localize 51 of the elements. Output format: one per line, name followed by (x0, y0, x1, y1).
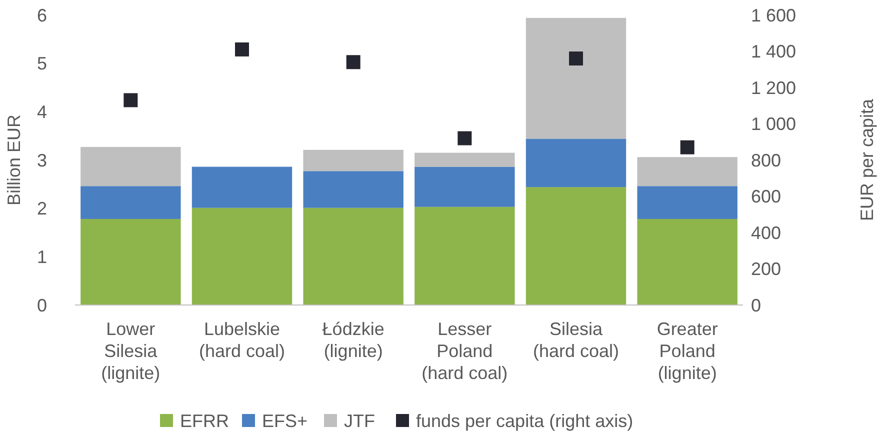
y2-tick-label: 200 (751, 259, 782, 280)
bar (526, 138, 626, 188)
bar (192, 208, 292, 305)
x-tick-label: Lesser Poland (hard coal) (422, 319, 508, 383)
bar (192, 166, 292, 208)
y2-axis-title: EUR per capita (857, 98, 877, 222)
bar (637, 186, 738, 219)
x-tick-label: Lubelskie (hard coal) (198, 319, 286, 361)
bar (526, 187, 626, 305)
legend-label: EFS+ (262, 411, 308, 431)
x-tick-label: Lower Silesia (lignite) (101, 319, 160, 383)
y2-tick-label: 1 200 (751, 78, 796, 98)
legend-label: EFRR (180, 411, 229, 431)
bar (414, 152, 515, 167)
x-tick-label: Greater Poland (lignite) (656, 319, 718, 383)
y2-tick-label: 800 (751, 150, 782, 170)
y2-tick-label: 600 (751, 186, 782, 207)
bar (637, 157, 738, 186)
x-tick-label: Łódzkie (lignite) (322, 319, 384, 361)
point (124, 93, 138, 108)
bar (80, 186, 181, 219)
bar (526, 18, 626, 139)
y2-tick-label: 1 400 (751, 42, 796, 62)
point (680, 140, 694, 154)
bar (303, 171, 404, 208)
legend-label: funds per capita (right axis) (416, 411, 634, 431)
y-tick-label: 0 (36, 295, 47, 316)
y-tick-label: 3 (36, 150, 47, 170)
y-tick-label: 1 (36, 246, 47, 267)
bar (80, 146, 181, 186)
y-tick-label: 5 (36, 54, 47, 74)
bar (80, 218, 181, 305)
point (569, 52, 583, 66)
bar (303, 208, 404, 305)
bar (637, 218, 738, 305)
bar (414, 206, 515, 305)
y2-tick-label: 1 600 (751, 5, 796, 26)
x-tick-label: Silesia (hard coal) (532, 319, 620, 361)
bar (303, 150, 404, 172)
y-tick-label: 6 (36, 5, 47, 26)
bar (414, 166, 515, 207)
y-tick-label: 2 (36, 198, 47, 219)
y2-tick-label: 400 (751, 222, 782, 243)
y2-tick-label: 0 (751, 295, 762, 316)
point (346, 55, 360, 70)
legend-label: JTF (344, 411, 375, 431)
y2-tick-label: 1 000 (751, 114, 796, 134)
y-tick-label: 4 (36, 102, 47, 122)
point (235, 42, 249, 56)
point (458, 131, 472, 146)
y-axis-title: Billion EUR (4, 114, 24, 206)
